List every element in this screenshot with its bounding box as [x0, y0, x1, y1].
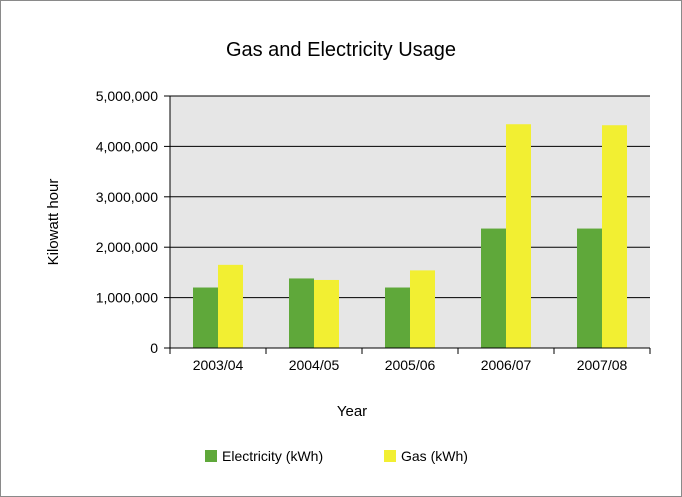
bar-electricity: [577, 228, 602, 348]
bar-gas: [314, 279, 339, 348]
y-tick-label: 3,000,000: [96, 189, 158, 205]
legend-swatch-electricity: [205, 450, 217, 462]
plot-area: 0 1,000,000 2,000,000 3,000,000 4,000,000 5,0…: [96, 88, 651, 373]
x-axis-title: Year: [337, 403, 367, 420]
chart-title: Gas and Electricity Usage: [226, 39, 456, 61]
bar-gas: [506, 124, 531, 348]
legend-label-electricity: Electricity (kWh): [222, 448, 323, 464]
bar-electricity: [481, 228, 506, 348]
x-tick-label: 2004/05: [289, 357, 340, 373]
legend: Electricity (kWh) Gas (kWh): [205, 448, 468, 464]
bar-electricity: [385, 287, 410, 348]
y-tick-label: 4,000,000: [96, 138, 158, 154]
y-tick-label: 2,000,000: [96, 239, 158, 255]
legend-swatch-gas: [384, 450, 396, 462]
bar-gas: [602, 125, 627, 349]
x-tick-label: 2005/06: [385, 357, 436, 373]
y-tick-label: 0: [150, 340, 158, 356]
bar-electricity: [193, 287, 218, 348]
x-tick-label: 2007/08: [577, 357, 628, 373]
bar-gas: [410, 270, 435, 348]
y-tick-label: 1,000,000: [96, 290, 158, 306]
bar-electricity: [289, 278, 314, 348]
bar-gas: [218, 264, 243, 348]
y-tick-label: 5,000,000: [96, 88, 158, 104]
x-tick-label: 2003/04: [193, 357, 244, 373]
legend-label-gas: Gas (kWh): [401, 448, 468, 464]
x-tick-label: 2006/07: [481, 357, 532, 373]
y-axis-title: Kilowatt hour: [45, 179, 62, 266]
